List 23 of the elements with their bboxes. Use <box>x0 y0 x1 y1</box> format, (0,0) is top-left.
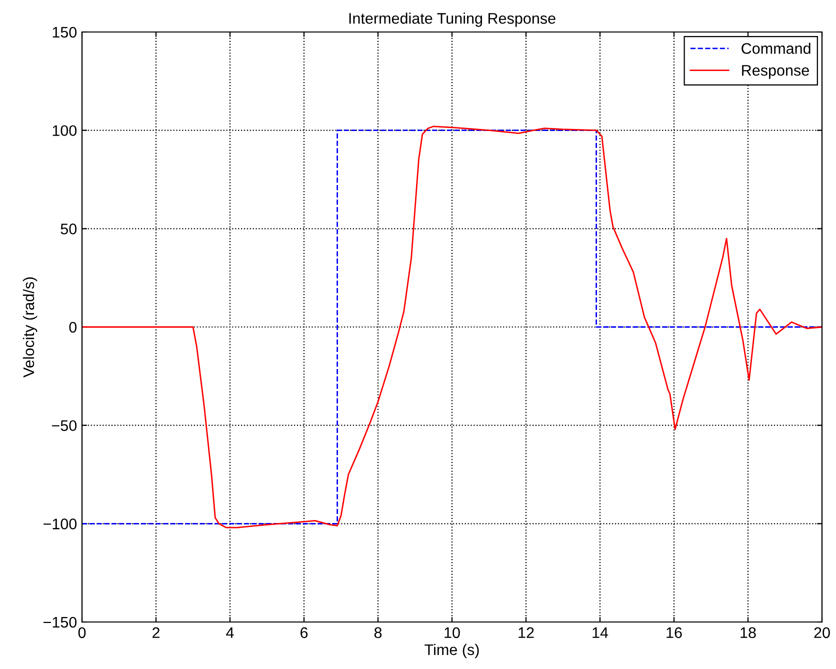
x-tick-label: 16 <box>666 627 682 638</box>
y-tick-label: −150 <box>43 616 77 628</box>
y-tick-label: 50 <box>60 224 77 234</box>
y-tick-label: −50 <box>52 420 77 432</box>
chart-title: Intermediate Tuning Response <box>349 12 556 27</box>
x-tick-label: 2 <box>152 627 160 638</box>
legend-label: Response <box>742 65 809 79</box>
x-tick-label: 12 <box>518 627 534 638</box>
y-tick-label: 0 <box>69 322 77 333</box>
y-tick-label: 150 <box>52 26 77 38</box>
x-tick-label: 20 <box>814 627 830 638</box>
x-tick-label: 10 <box>444 627 460 638</box>
y-tick-label: 100 <box>52 125 77 136</box>
legend-label: Command <box>742 42 810 54</box>
y-tick-label: −100 <box>43 518 77 530</box>
x-tick-label: 0 <box>78 627 86 638</box>
x-tick-label: 4 <box>226 627 234 638</box>
x-tick-label: 18 <box>740 627 756 638</box>
x-tick-label: 6 <box>300 627 308 638</box>
x-tick-label: 14 <box>592 627 608 638</box>
x-axis-title: Time (s) <box>424 644 479 658</box>
y-axis-title: Velocity (rad/s) <box>22 277 38 378</box>
x-tick-label: 8 <box>374 627 382 638</box>
